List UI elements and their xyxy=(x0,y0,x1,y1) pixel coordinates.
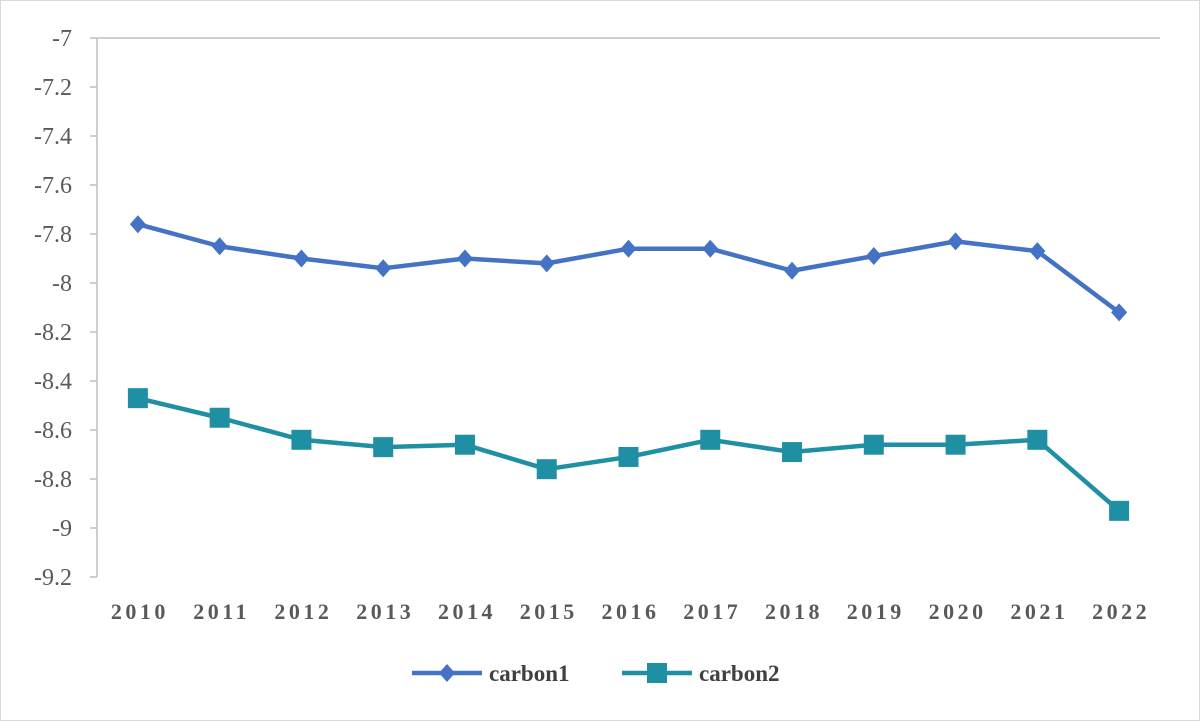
legend-marker-square xyxy=(647,663,667,683)
data-point-diamond xyxy=(293,249,310,268)
data-point-square xyxy=(782,442,803,463)
legend-item-carbon2: carbon2 xyxy=(622,661,780,686)
legend-item-carbon1: carbon1 xyxy=(412,661,570,686)
data-point-square xyxy=(1109,500,1130,521)
data-point-diamond xyxy=(375,259,392,278)
data-point-diamond xyxy=(947,232,964,251)
y-tick-label: -8 xyxy=(52,271,72,297)
x-tick-label: 2015 xyxy=(520,599,578,624)
data-point-diamond xyxy=(1111,303,1128,322)
x-tick-label: 2019 xyxy=(847,599,905,624)
legend: carbon1 carbon2 xyxy=(412,661,780,686)
x-axis-tick-labels: 2010 2011 2012 2013 2014 2015 2016 2017 2018 2019… xyxy=(111,599,1150,624)
x-tick-label: 2012 xyxy=(274,599,332,624)
x-tick-label: 2018 xyxy=(765,599,823,624)
data-point-diamond xyxy=(620,239,637,258)
y-tick-label: -9 xyxy=(52,516,72,542)
legend-marker-diamond xyxy=(439,664,455,682)
y-tick-label: -7.2 xyxy=(34,75,72,101)
data-point-square xyxy=(863,434,884,455)
data-point-square xyxy=(373,437,394,458)
data-point-diamond xyxy=(702,239,719,258)
y-tick-label: -9.2 xyxy=(34,565,72,591)
data-point-square xyxy=(291,429,312,450)
y-tick-label: -7.4 xyxy=(34,124,72,150)
series-group xyxy=(127,215,1130,521)
y-tick-label: -8.6 xyxy=(34,418,72,444)
data-point-square xyxy=(618,446,639,467)
legend-label: carbon2 xyxy=(699,661,780,686)
y-tick-label: -8.2 xyxy=(34,320,72,346)
data-point-square xyxy=(1027,429,1048,450)
data-point-square xyxy=(127,388,148,409)
x-tick-label: 2020 xyxy=(929,599,987,624)
data-point-diamond xyxy=(129,215,146,234)
data-point-diamond xyxy=(865,247,882,266)
x-tick-label: 2011 xyxy=(193,599,250,624)
x-tick-label: 2014 xyxy=(438,599,496,624)
y-tick-label: -8.8 xyxy=(34,467,72,493)
data-point-diamond xyxy=(784,261,801,280)
data-point-diamond xyxy=(538,254,555,273)
y-tick-label: -8.4 xyxy=(34,369,72,395)
series-line xyxy=(137,222,1121,315)
x-tick-label: 2021 xyxy=(1010,599,1068,624)
data-point-diamond xyxy=(456,249,473,268)
data-point-square xyxy=(536,459,557,480)
series-carbon1 xyxy=(129,215,1128,322)
data-point-square xyxy=(454,434,475,455)
x-tick-label: 2016 xyxy=(602,599,660,624)
y-tick-label: -7.8 xyxy=(34,222,72,248)
data-point-square xyxy=(700,429,721,450)
data-point-diamond xyxy=(211,237,228,256)
data-point-diamond xyxy=(1029,242,1046,261)
data-point-square xyxy=(209,407,230,428)
data-point-square xyxy=(945,434,966,455)
y-axis-tick-labels: -7 -7.2 -7.4 -7.6 -7.8 -8 -8.2 -8.4 -8.6 -8.8 -9 -9… xyxy=(34,26,72,591)
axes xyxy=(90,37,1160,578)
x-tick-label: 2013 xyxy=(356,599,414,624)
x-tick-label: 2017 xyxy=(683,599,741,624)
x-tick-label: 2022 xyxy=(1092,599,1150,624)
series-carbon2 xyxy=(127,388,1130,521)
y-tick-label: -7.6 xyxy=(34,173,72,199)
y-tick-label: -7 xyxy=(52,26,72,52)
legend-label: carbon1 xyxy=(489,661,570,686)
x-tick-label: 2010 xyxy=(111,599,169,624)
